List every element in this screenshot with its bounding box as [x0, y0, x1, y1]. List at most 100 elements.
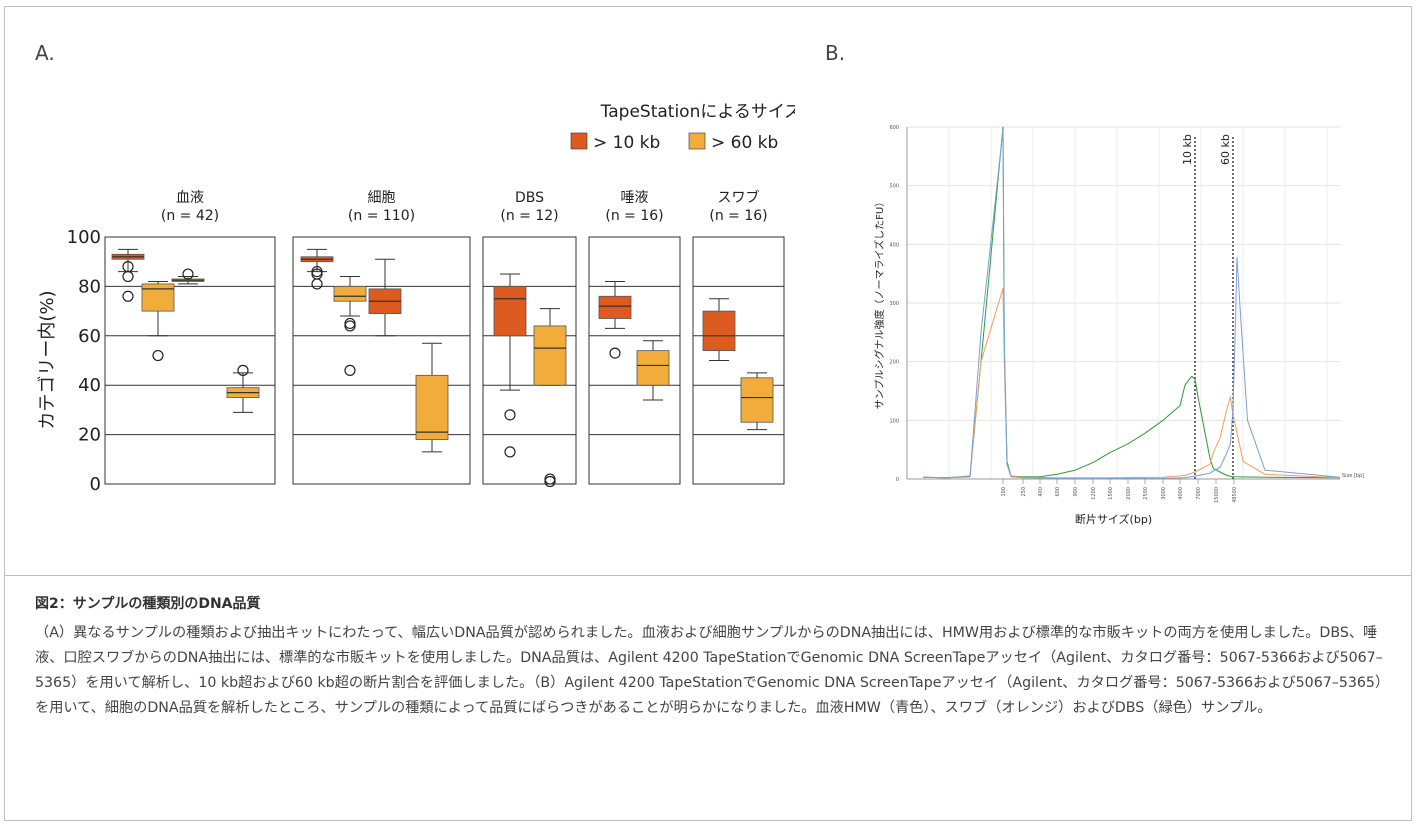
box-body: [702, 310, 736, 352]
group-n-label: (n = 12): [500, 208, 558, 224]
x-tick-label: 1200: [1091, 487, 1097, 500]
group-frame: [692, 236, 785, 485]
box-group: 血液 (n = 42): [104, 190, 276, 485]
outlier-point: [122, 270, 134, 283]
legend-title: TapeStationによるサイズ: [600, 102, 795, 122]
y-tick-label: 500: [889, 184, 899, 190]
x-tick-label: 7000: [1196, 487, 1202, 500]
figure-frame: A. B. TapeStationによるサイズ > 10 kb > 60 kb カテゴ…: [4, 6, 1412, 821]
x-tick-label: 250: [1021, 487, 1027, 497]
x-tick-label: 400: [1038, 487, 1044, 497]
size-marker-label: 10 kb: [1181, 134, 1194, 165]
legend-swatch: [570, 132, 588, 150]
outlier-point: [344, 320, 356, 332]
x-tick-label: 600: [1055, 487, 1061, 497]
box: [171, 268, 205, 285]
x-tick-label: 4000: [1178, 487, 1184, 500]
series-line: [922, 129, 1341, 479]
group-frame: [588, 236, 681, 485]
group-label: 血液: [176, 190, 204, 206]
y-tick-label: 600: [889, 125, 899, 131]
x-tick-label: 1500: [1108, 487, 1114, 500]
electropherogram-chart: 0 100 200 300 400 500 600 100 250 400 600 900 1200 15…: [873, 125, 1364, 526]
outlier-point: [122, 290, 134, 302]
y-tick-label: 100: [67, 227, 101, 248]
group-n-label: (n = 16): [605, 208, 663, 224]
outlier-point: [311, 278, 323, 290]
box: [598, 280, 632, 359]
box-group: DBS (n = 12): [482, 190, 577, 488]
group-n-label: (n = 110): [348, 208, 415, 224]
box-body: [533, 325, 567, 386]
box: [333, 276, 367, 376]
x-axis-title: 断片サイズ(bp): [1075, 512, 1152, 526]
y-tick-label: 300: [889, 301, 899, 307]
x-tick-label: 900: [1073, 487, 1079, 497]
y-tick-label: 400: [889, 242, 899, 248]
box-group: スワブ (n = 16): [692, 189, 785, 485]
group-frame: [482, 236, 577, 485]
y-tick-label: 0: [896, 477, 899, 483]
y-tick-label: 80: [78, 276, 101, 297]
outlier-point: [544, 473, 556, 485]
y-axis-title: カテゴリー内(%): [37, 290, 58, 429]
outlier-point: [504, 446, 516, 458]
y-tick-label: 0: [90, 474, 101, 495]
panel-b-label: B.: [825, 41, 846, 65]
x-tick-label: 48500: [1232, 487, 1238, 503]
box-body: [493, 285, 527, 337]
outlier-point: [344, 317, 356, 330]
outlier-point: [237, 364, 249, 376]
group-label: DBS: [515, 190, 544, 206]
group-frame: [104, 236, 276, 485]
group-n-label: (n = 42): [161, 208, 219, 224]
box: [533, 308, 567, 488]
outlier-point: [504, 409, 516, 421]
caption-divider: [5, 575, 1411, 576]
legend: TapeStationによるサイズ > 10 kb > 60 kb: [570, 102, 795, 153]
box-body: [333, 285, 367, 302]
box-body: [636, 350, 670, 386]
y-axis-title: サンプルシグナル強度（ノーマライズしたFU）: [873, 197, 886, 409]
y-tick-label: 60: [78, 326, 101, 347]
caption-body: （A）異なるサンプルの種類および抽出キットにわたって、幅広いDNA品質が認められ…: [35, 625, 1383, 716]
x-tick-label: 15000: [1214, 487, 1220, 503]
panel-a-label: A.: [35, 41, 55, 65]
x-tick-label: 2500: [1143, 487, 1149, 500]
x-tick-label: 100: [1001, 487, 1007, 497]
legend-label: > 60 kb: [711, 133, 778, 153]
box-group: 細胞 (n = 110): [292, 190, 471, 485]
group-frame: [292, 236, 471, 485]
box-body: [141, 283, 175, 312]
series-line: [922, 287, 1341, 479]
y-tick-label: 200: [889, 360, 899, 366]
box-body: [415, 374, 449, 440]
x-tick-label: 3000: [1161, 487, 1167, 500]
box-body: [598, 295, 632, 319]
outlier-point: [609, 347, 621, 359]
outlier-point: [182, 268, 194, 280]
y-tick-label: 40: [78, 375, 101, 396]
box: [493, 273, 527, 458]
x-tick-label: 2000: [1126, 487, 1132, 500]
box: [636, 340, 670, 401]
group-label: 細胞: [368, 190, 396, 206]
boxplot-chart: TapeStationによるサイズ > 10 kb > 60 kb カテゴリー内(%)…: [37, 102, 795, 495]
box: [368, 258, 402, 337]
box-group: 唾液 (n = 16): [588, 190, 681, 485]
box: [111, 248, 145, 302]
box-body: [740, 377, 774, 423]
size-marker-label: 60 kb: [1219, 134, 1232, 165]
outlier-point: [544, 475, 556, 488]
x-axis-corner-label: Size [bp]: [1342, 473, 1364, 479]
y-tick-label: 20: [78, 425, 101, 446]
box: [141, 280, 175, 362]
legend-label: > 10 kb: [593, 133, 660, 153]
box: [702, 298, 736, 361]
group-n-label: (n = 16): [709, 208, 767, 224]
box: [226, 364, 260, 413]
outlier-point: [344, 364, 356, 376]
outlier-point: [152, 349, 164, 362]
series-line: [922, 126, 1341, 479]
group-label: スワブ: [718, 189, 760, 206]
